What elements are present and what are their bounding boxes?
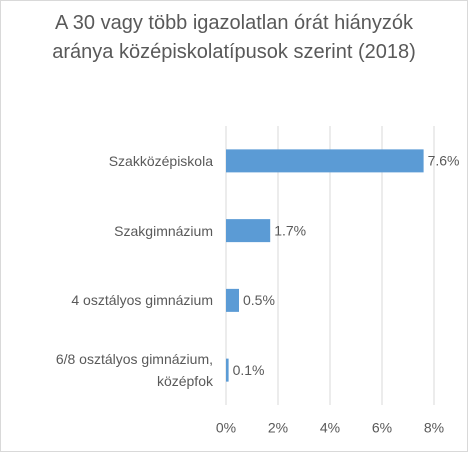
value-label: 0.1% — [233, 362, 265, 378]
x-tick-label: 6% — [372, 420, 392, 436]
x-tick-label: 2% — [268, 420, 288, 436]
x-tick-label: 8% — [424, 420, 444, 436]
x-tick-label: 0% — [216, 420, 236, 436]
y-tick-label: Szakgimnázium — [114, 222, 213, 239]
y-tick-label: 4 osztályos gimnázium — [71, 292, 213, 309]
bar — [226, 358, 229, 382]
y-tick-label: 6/8 osztályos gimnázium, középfok — [55, 351, 213, 390]
x-tick-label: 4% — [320, 420, 340, 436]
bar — [226, 288, 239, 312]
chart-title: A 30 vagy több igazolatlan órát hiányzók… — [52, 12, 416, 63]
value-label: 0.5% — [243, 292, 275, 308]
bar — [226, 149, 424, 173]
bar — [226, 219, 271, 243]
value-label: 7.6% — [428, 153, 460, 169]
y-tick-label: Szakközépiskola — [108, 152, 213, 169]
value-label: 1.7% — [274, 222, 306, 238]
